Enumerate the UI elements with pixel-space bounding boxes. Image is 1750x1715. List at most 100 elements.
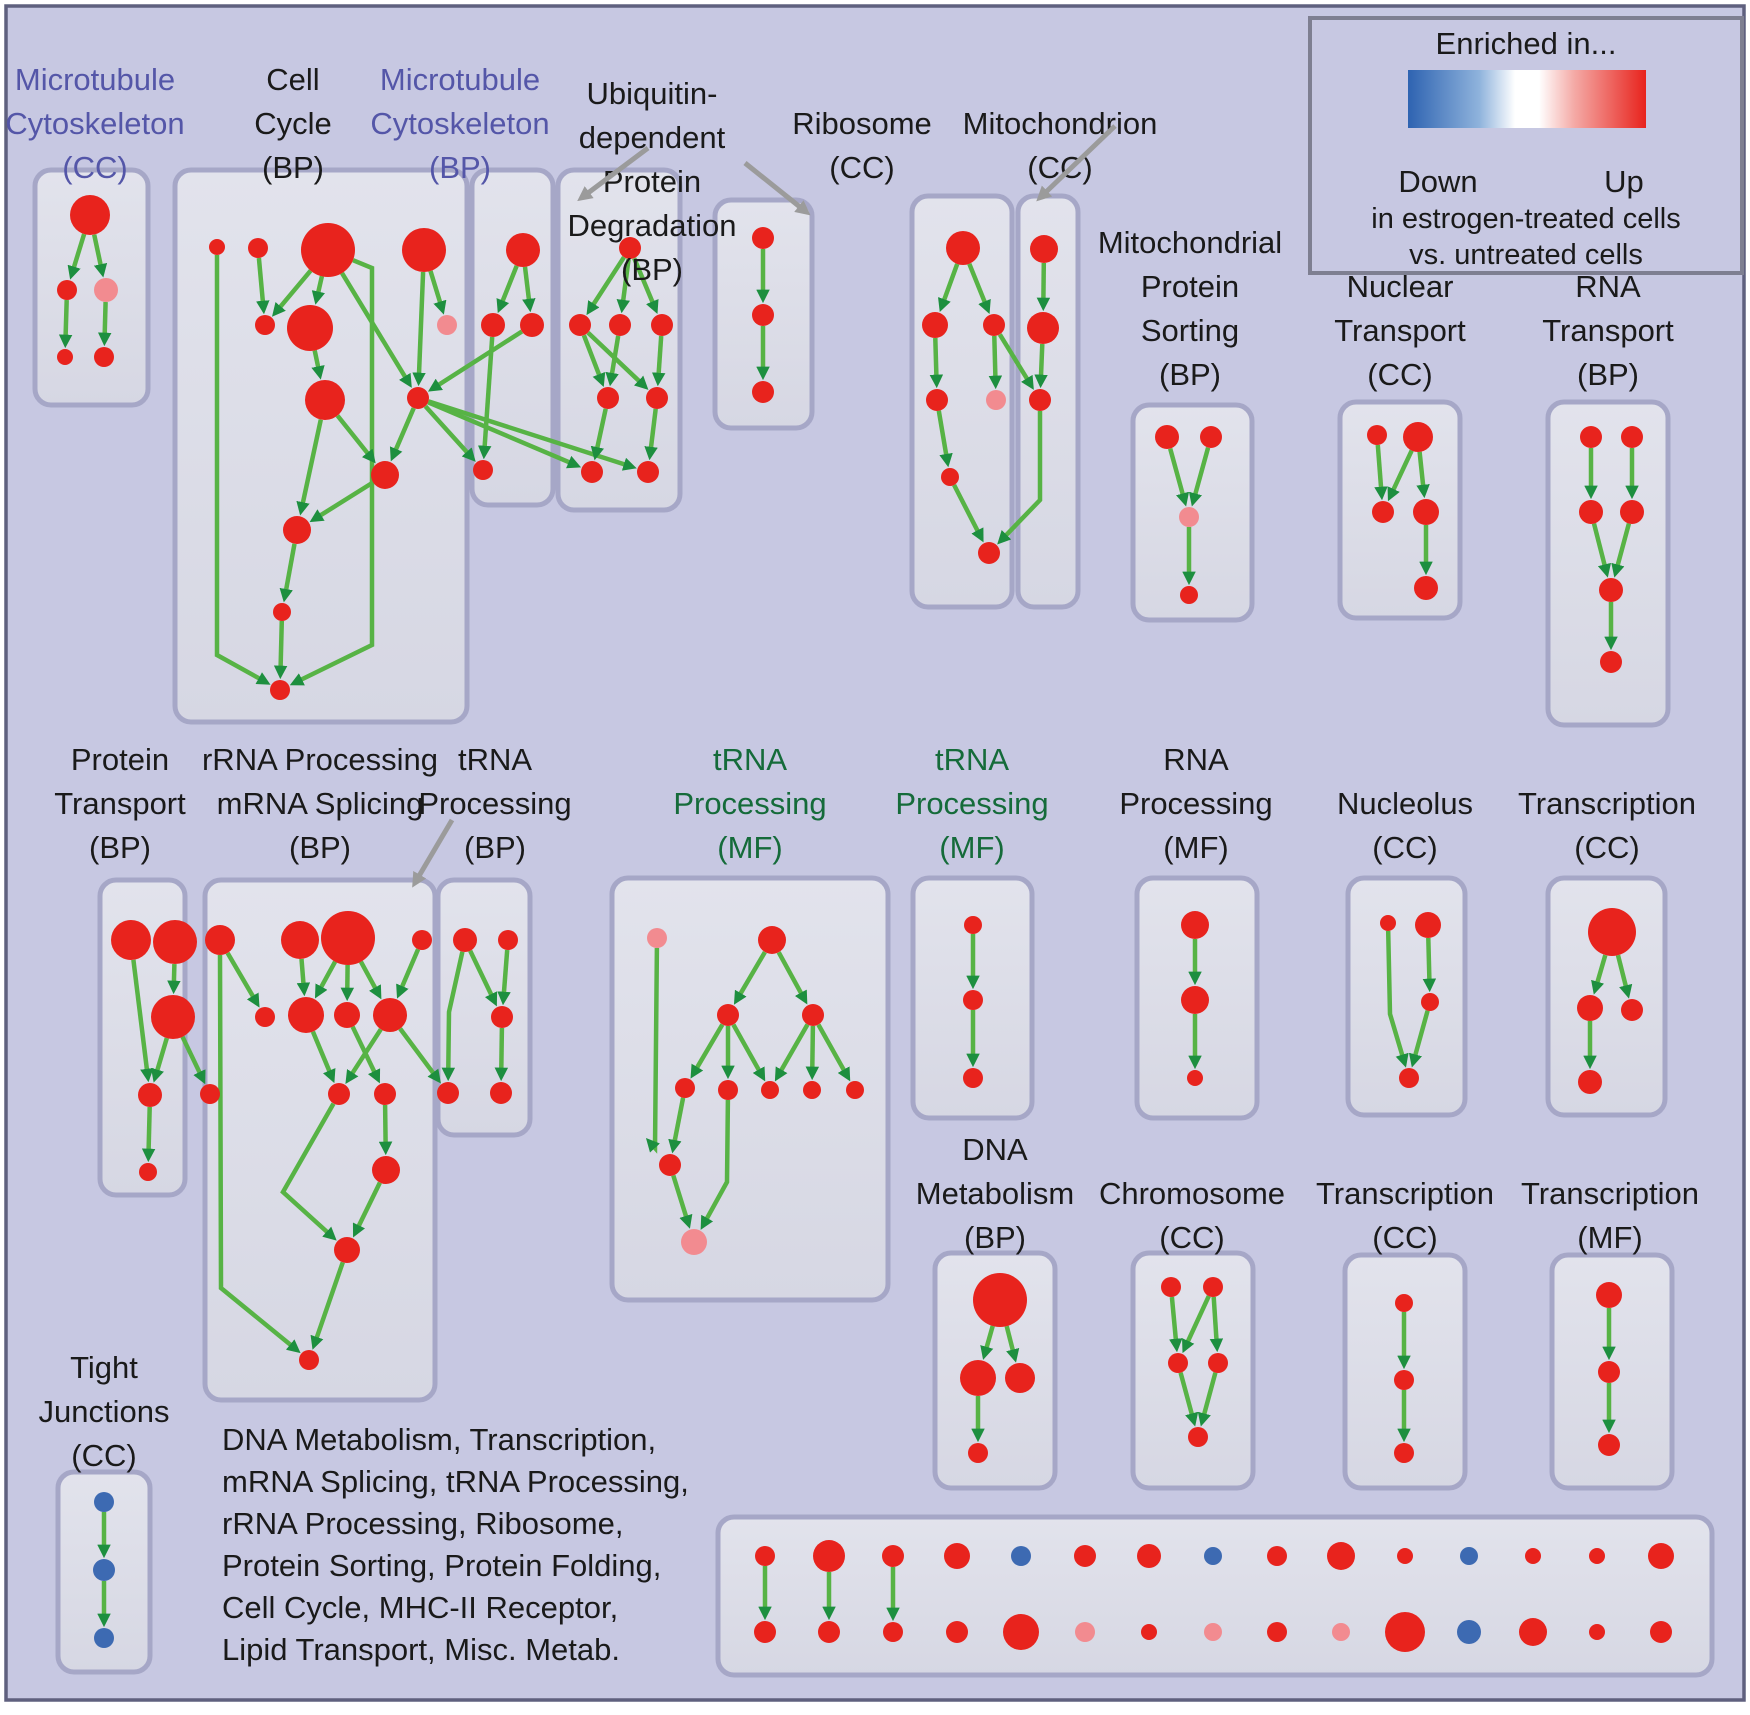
node-ul_v bbox=[609, 314, 631, 336]
node-lb6t bbox=[1074, 1545, 1096, 1567]
node-lb11b bbox=[1385, 1612, 1425, 1652]
node-lb8b bbox=[1204, 1623, 1222, 1641]
node-lb14b bbox=[1589, 1624, 1605, 1640]
node-ul_w bbox=[651, 314, 673, 336]
edge-t2a-t2c bbox=[1615, 954, 1633, 999]
edge-tm2-tm4 bbox=[776, 951, 808, 1005]
node-cc_k bbox=[283, 516, 311, 544]
edge-cc_h-cc_j bbox=[335, 414, 376, 464]
edge-ch4-ch5 bbox=[1197, 1372, 1218, 1427]
group-label-cell-cycle-line-2: (BP) bbox=[262, 150, 324, 185]
legend-box bbox=[1308, 16, 1744, 275]
node-tj3 bbox=[94, 1628, 114, 1648]
annotation-arrow-1 bbox=[743, 161, 811, 216]
edge-tm2-tm3 bbox=[733, 950, 767, 1005]
group-label-mt-cc-line-0: Microtubule bbox=[15, 62, 175, 97]
node-mc2 bbox=[57, 280, 77, 300]
node-lb3t bbox=[882, 1545, 904, 1567]
edge-rb1-rb2 bbox=[938, 263, 960, 313]
edge-pt3-rr11 bbox=[180, 1035, 206, 1085]
legend-gradient-bar bbox=[1408, 70, 1646, 128]
node-ch5 bbox=[1188, 1427, 1208, 1447]
edge-tm4-tm8 bbox=[805, 1025, 820, 1081]
edge-rr3-rr6 bbox=[314, 960, 338, 999]
group-label-tight-junctions-line-1: Junctions bbox=[39, 1394, 170, 1429]
group-label-trna-mf-big-line-1: Processing bbox=[673, 786, 826, 821]
node-t3a bbox=[1395, 1294, 1413, 1312]
edge-cc_d-cc_i bbox=[412, 271, 426, 387]
edge-rr7-rr10 bbox=[350, 1025, 381, 1084]
node-rr5 bbox=[255, 1007, 275, 1027]
annotation-arrow-0 bbox=[577, 146, 650, 202]
edge-rr8-tb4 bbox=[398, 1027, 441, 1084]
edge-rb1-rb3 bbox=[967, 262, 991, 314]
node-nt4 bbox=[1413, 499, 1439, 525]
group-label-mt-bp-line-0: Microtubule bbox=[380, 62, 540, 97]
misc-text-line-5: Lipid Transport, Misc. Metab. bbox=[222, 1632, 620, 1667]
group-label-tight-junctions-line-2: (CC) bbox=[71, 1438, 136, 1473]
node-rt5 bbox=[1599, 578, 1623, 602]
node-mc3 bbox=[94, 278, 118, 302]
group-label-rrna-mrna-line-2: (BP) bbox=[289, 830, 351, 865]
edge-ch1-ch3 bbox=[1169, 1296, 1183, 1353]
group-label-ubiquitin-left-line-1: dependent bbox=[579, 120, 726, 155]
edge-tm6-tm11 bbox=[700, 1099, 731, 1230]
edge-mb_p-mb_q bbox=[496, 264, 519, 314]
edge-mc2-mc4 bbox=[58, 299, 73, 349]
group-box-cell-cycle bbox=[172, 167, 470, 725]
node-tm5 bbox=[675, 1078, 695, 1098]
group-label-rrna-mrna-line-1: mRNA Splicing bbox=[217, 786, 424, 821]
node-cc_h bbox=[305, 380, 345, 420]
group-label-mt-cc-line-1: Cytoskeleton bbox=[5, 106, 184, 141]
group-label-nuclear-transport-line-1: Transport bbox=[1334, 313, 1466, 348]
edge-tm4-tm7 bbox=[774, 1023, 810, 1082]
node-t4a bbox=[1596, 1282, 1622, 1308]
node-lb4b bbox=[946, 1621, 968, 1643]
edge-tm1-tm10 bbox=[645, 947, 661, 1154]
edge-mt2-mt3 bbox=[1034, 343, 1048, 389]
node-rt2 bbox=[1621, 426, 1643, 448]
node-lb5b bbox=[1003, 1614, 1039, 1650]
edge-dm1-dm3 bbox=[1004, 1325, 1020, 1363]
node-nu1 bbox=[1380, 915, 1396, 931]
node-cc_g bbox=[437, 315, 457, 335]
group-label-rrna-mrna-line-0: rRNA Processing bbox=[202, 742, 438, 777]
node-pt2 bbox=[153, 920, 197, 964]
edge-mc1-mc2 bbox=[67, 233, 87, 280]
group-box-chromosome bbox=[1130, 1250, 1256, 1491]
edge-rr9-rr13 bbox=[280, 1102, 337, 1241]
edge-tm4-tm9 bbox=[816, 1023, 851, 1082]
edge-cc_j-cc_k bbox=[309, 480, 375, 523]
node-lb1b bbox=[754, 1621, 776, 1643]
edge-tb1-tb3 bbox=[468, 949, 498, 1007]
group-box-nucleolus bbox=[1345, 875, 1468, 1118]
node-nt5 bbox=[1414, 576, 1438, 600]
group-label-mt-cc-line-2: (CC) bbox=[62, 150, 127, 185]
group-label-protein-transport-line-0: Protein bbox=[71, 742, 169, 777]
group-label-mito-protein-sorting-line-1: Protein bbox=[1141, 269, 1239, 304]
edge-rr2-rr6 bbox=[296, 958, 311, 997]
node-tm8 bbox=[803, 1081, 821, 1099]
node-t3b bbox=[1394, 1370, 1414, 1390]
edge-ul_t-ul_v bbox=[616, 258, 631, 314]
node-ul_t bbox=[619, 237, 641, 259]
group-label-protein-transport-line-2: (BP) bbox=[89, 830, 151, 865]
node-nt3 bbox=[1372, 501, 1394, 523]
group-label-transcription-cc-3-line-1: (CC) bbox=[1372, 1220, 1437, 1255]
node-tb5 bbox=[490, 1082, 512, 1104]
edge-nu3-nu4 bbox=[1408, 1010, 1430, 1068]
node-nt2 bbox=[1403, 422, 1433, 452]
node-rb6 bbox=[941, 468, 959, 486]
node-rb3 bbox=[983, 314, 1005, 336]
node-t2c bbox=[1621, 999, 1643, 1021]
node-lb11t bbox=[1397, 1548, 1413, 1564]
edge-rt3-rt5 bbox=[1591, 523, 1612, 578]
node-dm3 bbox=[1005, 1363, 1035, 1393]
edge-ch2-ch3 bbox=[1182, 1295, 1211, 1354]
group-label-mito-protein-sorting-line-2: Sorting bbox=[1141, 313, 1239, 348]
node-rb1 bbox=[946, 231, 980, 265]
group-label-nucleolus-line-0: Nucleolus bbox=[1337, 786, 1473, 821]
edge-rr10-rr12 bbox=[378, 1104, 393, 1156]
